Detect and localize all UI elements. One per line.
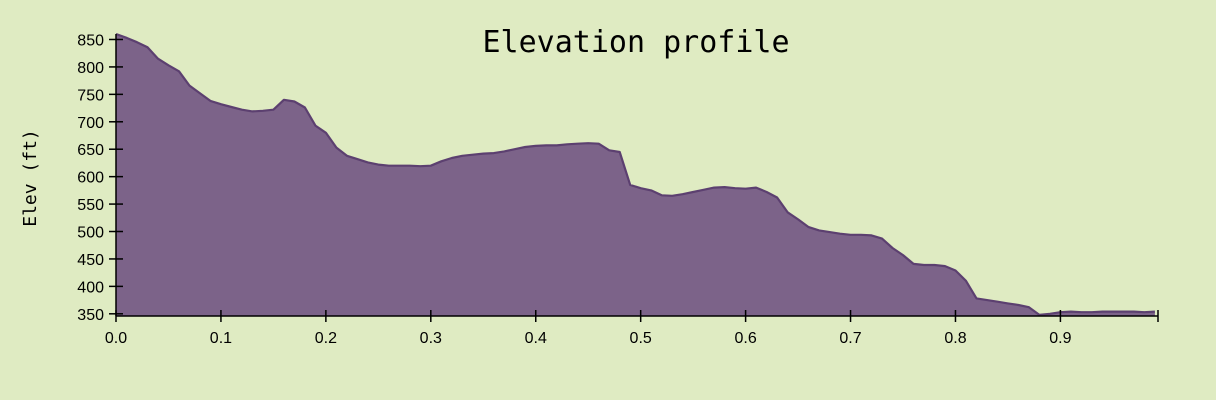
y-axis-label: Elev (ft) <box>20 129 41 227</box>
x-tick-label: 0.7 <box>839 330 861 347</box>
elevation-line <box>115 32 1155 316</box>
y-tick-label: 700 <box>77 115 104 132</box>
x-tick-label: 0.1 <box>210 330 232 347</box>
y-axis: 350 400 450 500 550 600 650 700 750 800 850 <box>77 32 123 324</box>
x-tick-label: 0.0 <box>105 330 127 347</box>
x-tick-label: 0.4 <box>525 330 547 347</box>
y-tick-label: 750 <box>77 87 104 104</box>
y-tick-label: 850 <box>77 32 104 49</box>
x-tick-label: 0.5 <box>630 330 652 347</box>
chart-title: Elevation profile <box>482 25 789 60</box>
y-tick-label: 550 <box>77 197 104 214</box>
x-tick-label: 0.6 <box>734 330 756 347</box>
y-tick-label: 650 <box>77 142 104 159</box>
x-tick-label: 0.3 <box>420 330 442 347</box>
x-tick-label: 0.8 <box>944 330 966 347</box>
plot-area <box>115 32 1159 322</box>
y-tick-label: 800 <box>77 60 104 77</box>
x-tick-label: 0.2 <box>315 330 337 347</box>
y-tick-label: 400 <box>77 279 104 296</box>
y-tick-label: 500 <box>77 225 104 242</box>
y-tick-label: 350 <box>77 307 104 324</box>
x-tick-label: 0.9 <box>1049 330 1071 347</box>
y-tick-label: 450 <box>77 252 104 269</box>
elevation-area <box>116 34 1155 316</box>
x-axis: 0.0 0.1 0.2 0.3 0.4 0.5 0.6 0.7 0.8 0.9 <box>105 310 1072 347</box>
y-tick-label: 600 <box>77 170 104 187</box>
